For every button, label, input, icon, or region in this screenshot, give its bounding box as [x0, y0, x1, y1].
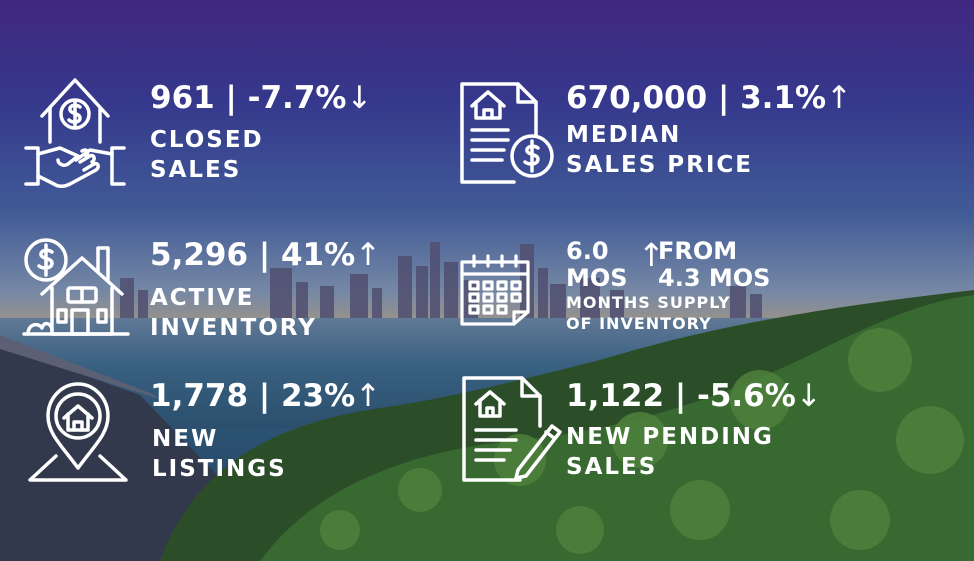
closed-sales-value: 961 | -7.7%↓ — [150, 80, 372, 116]
pending-sales-label-line2: SALES — [566, 454, 658, 480]
document-dollar-icon — [458, 80, 556, 186]
active-inventory-label-line2: INVENTORY — [150, 315, 317, 341]
calendar-icon — [458, 252, 532, 328]
pending-sales-label: NEW PENDING SALES — [566, 422, 774, 482]
pending-sales-label-line1: NEW PENDING — [566, 424, 774, 450]
months-supply-from-line2: 4.3 MOS — [658, 264, 771, 292]
months-supply-value-line2: MOS — [566, 264, 628, 292]
active-inventory-label-line1: ACTIVE — [150, 285, 255, 311]
closed-sales-label-line1: CLOSED — [150, 127, 264, 153]
new-listings-label-line1: NEW — [152, 426, 219, 452]
up-arrow-icon: ↑ — [638, 236, 665, 274]
median-price-label-line2: SALES PRICE — [566, 152, 754, 178]
median-price-label: MEDIAN SALES PRICE — [566, 120, 753, 180]
up-arrow-icon: ↑ — [355, 237, 382, 273]
median-price-value-text: 670,000 | 3.1% — [566, 80, 827, 116]
new-listings-label-line2: LISTINGS — [152, 456, 287, 482]
up-arrow-icon: ↑ — [826, 80, 853, 116]
closed-sales-label-line2: SALES — [150, 157, 242, 183]
down-arrow-icon: ↓ — [346, 80, 373, 116]
months-supply-from-line1: FROM — [658, 237, 738, 265]
up-arrow-icon: ↑ — [355, 378, 382, 414]
contract-pen-icon — [460, 374, 564, 484]
house-dollar-icon — [22, 232, 130, 342]
months-supply-value: 6.0 MOS — [566, 238, 628, 292]
green-foliage — [160, 290, 974, 561]
new-listings-value-text: 1,778 | 23% — [150, 378, 356, 414]
months-supply-label-line1: MONTHS SUPPLY — [566, 293, 731, 312]
active-inventory-label: ACTIVE INVENTORY — [150, 283, 317, 343]
active-inventory-value-text: 5,296 | 41% — [150, 237, 356, 273]
house-handshake-icon — [24, 72, 126, 196]
closed-sales-value-text: 961 | -7.7% — [150, 80, 347, 116]
new-listings-label: NEW LISTINGS — [152, 424, 287, 484]
new-listings-value: 1,778 | 23%↑ — [150, 378, 381, 414]
city-skyline-image — [120, 242, 762, 324]
pending-sales-value-text: 1,122 | -5.6% — [566, 378, 796, 414]
months-supply-from: FROM 4.3 MOS — [658, 238, 770, 292]
down-arrow-icon: ↓ — [795, 378, 822, 414]
months-supply-value-line1: 6.0 — [566, 237, 609, 265]
closed-sales-label: CLOSED SALES — [150, 125, 264, 185]
map-pin-house-icon — [26, 380, 130, 486]
pending-sales-value: 1,122 | -5.6%↓ — [566, 378, 822, 414]
months-supply-label: MONTHS SUPPLY OF INVENTORY — [566, 292, 731, 334]
months-supply-label-line2: OF INVENTORY — [566, 314, 712, 333]
median-price-label-line1: MEDIAN — [566, 122, 682, 148]
median-price-value: 670,000 | 3.1%↑ — [566, 80, 852, 116]
active-inventory-value: 5,296 | 41%↑ — [150, 237, 381, 273]
